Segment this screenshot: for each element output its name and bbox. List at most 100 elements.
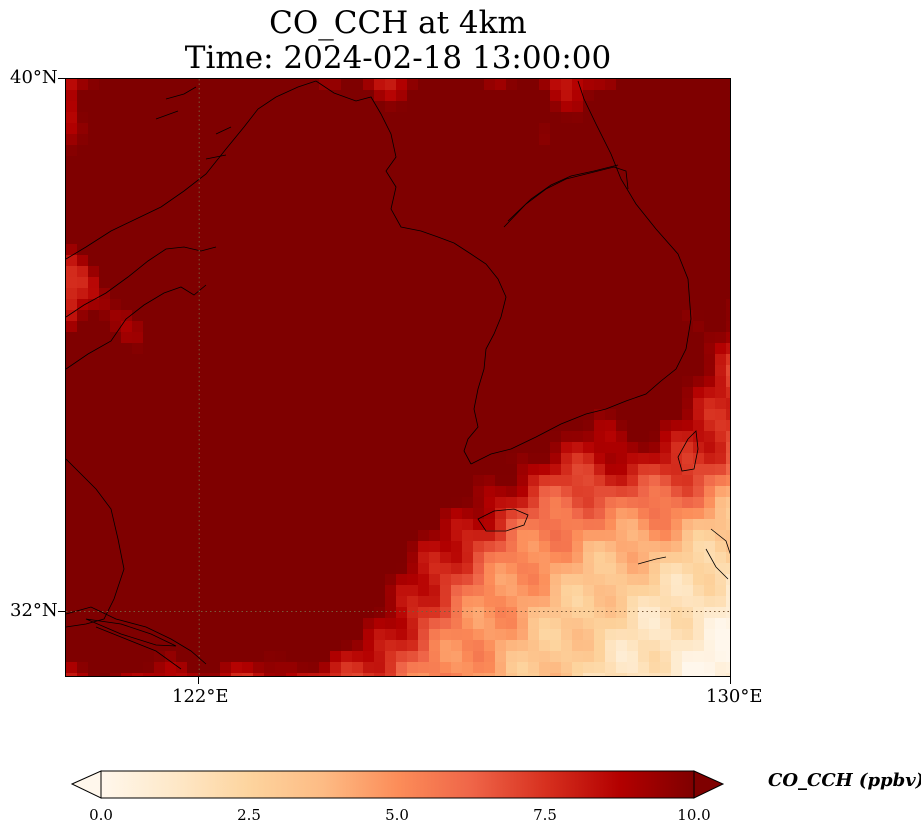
field-cell (176, 178, 188, 190)
field-cell (429, 112, 441, 124)
field-cell (572, 673, 584, 676)
field-cell (396, 673, 408, 676)
field-cell (561, 299, 573, 311)
field-cell (66, 365, 78, 377)
field-cell (594, 299, 606, 311)
field-cell (506, 211, 518, 223)
field-cell (539, 134, 551, 146)
field-cell (209, 112, 221, 124)
field-cell (132, 453, 144, 465)
field-cell (495, 79, 507, 91)
field-cell (308, 211, 320, 223)
field-cell (341, 530, 353, 542)
field-cell (176, 145, 188, 157)
field-cell (209, 90, 221, 102)
field-cell (484, 222, 496, 234)
field-cell (660, 640, 672, 652)
field-cell (374, 167, 386, 179)
field-cell (495, 123, 507, 135)
field-cell (506, 233, 518, 245)
field-cell (231, 332, 243, 344)
field-cell (440, 640, 452, 652)
field-cell (528, 673, 540, 676)
field-cell (99, 90, 111, 102)
field-cell (66, 530, 78, 542)
field-cell (396, 288, 408, 300)
field-cell (110, 233, 122, 245)
field-cell (594, 673, 606, 676)
field-cell (440, 442, 452, 454)
field-cell (693, 596, 705, 608)
field-cell (154, 321, 166, 333)
field-cell (484, 233, 496, 245)
field-cell (418, 288, 430, 300)
field-cell (715, 662, 727, 674)
field-cell (385, 167, 397, 179)
field-cell (143, 519, 155, 531)
field-cell (616, 189, 628, 201)
field-cell (253, 387, 265, 399)
field-cell (187, 530, 199, 542)
field-cell (462, 596, 474, 608)
field-cell (407, 299, 419, 311)
field-cell (550, 167, 562, 179)
field-cell (242, 200, 254, 212)
field-cell (539, 189, 551, 201)
field-cell (550, 134, 562, 146)
field-cell (407, 365, 419, 377)
field-cell (495, 365, 507, 377)
field-cell (616, 343, 628, 355)
field-cell (484, 200, 496, 212)
field-cell (374, 266, 386, 278)
field-cell (506, 332, 518, 344)
field-cell (561, 464, 573, 476)
field-cell (275, 596, 287, 608)
field-cell (165, 288, 177, 300)
field-cell (539, 343, 551, 355)
field-cell (121, 662, 133, 674)
field-cell (484, 519, 496, 531)
field-cell (231, 288, 243, 300)
field-cell (143, 277, 155, 289)
field-cell (330, 178, 342, 190)
field-cell (517, 266, 529, 278)
field-cell (506, 431, 518, 443)
field-cell (462, 398, 474, 410)
field-cell (121, 332, 133, 344)
field-cell (132, 343, 144, 355)
field-cell (660, 244, 672, 256)
field-cell (297, 398, 309, 410)
field-cell (528, 90, 540, 102)
field-cell (275, 607, 287, 619)
field-cell (473, 486, 485, 498)
field-cell (264, 156, 276, 168)
field-cell (539, 310, 551, 322)
field-cell (198, 585, 210, 597)
field-cell (121, 486, 133, 498)
field-cell (726, 486, 730, 498)
field-cell (484, 211, 496, 223)
field-cell (308, 420, 320, 432)
field-cell (374, 607, 386, 619)
field-cell (220, 79, 232, 91)
field-cell (638, 343, 650, 355)
field-cell (220, 266, 232, 278)
field-cell (550, 365, 562, 377)
field-cell (649, 277, 661, 289)
field-cell (660, 486, 672, 498)
field-cell (308, 222, 320, 234)
field-cell (484, 101, 496, 113)
field-cell (451, 431, 463, 443)
field-cell (429, 101, 441, 113)
field-cell (297, 431, 309, 443)
field-cell (517, 409, 529, 421)
field-cell (385, 409, 397, 421)
field-cell (176, 651, 188, 663)
field-cell (99, 486, 111, 498)
field-cell (429, 662, 441, 674)
field-cell (352, 79, 364, 91)
field-cell (77, 343, 89, 355)
field-cell (616, 79, 628, 91)
field-cell (715, 145, 727, 157)
field-cell (220, 211, 232, 223)
